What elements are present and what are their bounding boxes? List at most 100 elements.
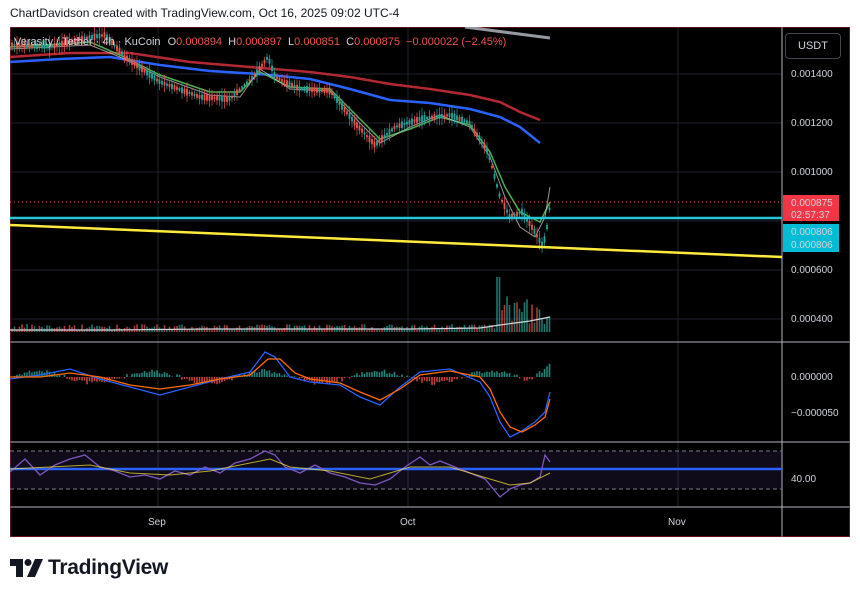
macd-histogram-bar	[508, 372, 511, 377]
candle-body	[288, 81, 291, 87]
candle-body	[148, 71, 151, 78]
macd-histogram-bar	[416, 377, 418, 382]
macd-histogram-bar	[86, 377, 88, 385]
candle-body	[273, 72, 276, 80]
macd-histogram-bar	[163, 372, 166, 377]
macd-histogram-bar	[166, 373, 168, 377]
volume-bar	[276, 328, 278, 332]
macd-histogram-bar	[256, 372, 258, 377]
candle-body	[493, 173, 496, 179]
candle-body	[336, 97, 338, 103]
candle-body	[226, 95, 228, 102]
macd-histogram-bar	[293, 376, 296, 377]
volume-bar	[526, 299, 528, 332]
macd-histogram-bar	[401, 374, 403, 377]
macd-histogram-bar	[531, 377, 533, 380]
candle-body	[28, 43, 31, 49]
candle-body	[543, 236, 546, 243]
macd-histogram-bar	[156, 370, 158, 377]
candle-body	[228, 97, 231, 101]
volume-bar	[228, 329, 231, 332]
candle-body	[283, 80, 286, 83]
countdown-value: 02:57:37	[791, 210, 830, 221]
tradingview-logo[interactable]: TradingView	[10, 556, 168, 580]
macd-histogram-bar	[253, 370, 256, 377]
candle-body	[13, 44, 16, 47]
candle-body	[138, 64, 141, 71]
volume-bar	[361, 324, 363, 332]
macd-histogram-bar	[153, 371, 156, 377]
macd-histogram-bar	[363, 373, 366, 377]
candle-body	[523, 213, 526, 219]
macd-histogram-bar	[386, 373, 388, 377]
candle-body	[366, 135, 368, 138]
candle-body	[358, 125, 361, 131]
candle-body	[466, 120, 468, 124]
candle-body	[183, 88, 186, 94]
candle-body	[383, 134, 386, 139]
candle-body	[501, 199, 503, 203]
volume-bar	[96, 325, 98, 332]
macd-histogram-bar	[56, 375, 58, 377]
macd-histogram-bar	[433, 377, 436, 385]
candle-body	[413, 119, 416, 123]
candle-body	[258, 66, 261, 72]
macd-histogram-bar	[118, 377, 121, 379]
macd-histogram-bar	[126, 374, 128, 377]
currency-button[interactable]: USDT	[785, 33, 841, 59]
macd-histogram-bar	[271, 373, 273, 377]
candlestick-series[interactable]	[11, 27, 551, 253]
candle-body	[418, 116, 421, 122]
macd-histogram-bar	[208, 377, 211, 383]
macd-histogram-bar	[441, 377, 443, 382]
macd-histogram-bar	[66, 377, 68, 379]
macd-histogram-bar	[488, 372, 491, 377]
volume-bar	[91, 324, 93, 332]
volume-bar	[356, 327, 358, 332]
volume-bar	[196, 328, 198, 332]
volume-bar	[223, 324, 226, 332]
macd-histogram-bar	[391, 373, 393, 377]
volume-bar	[171, 329, 173, 332]
candle-body	[266, 56, 268, 60]
macd-histogram-bar	[298, 377, 301, 379]
volume-bar	[358, 327, 361, 332]
level-value-1: 0.000806	[791, 227, 833, 238]
macd-histogram-bar	[471, 372, 473, 377]
time-label-sep: Sep	[148, 517, 166, 528]
candle-body	[61, 40, 63, 47]
chart-svg[interactable]: 0.001400 0.001200 0.001000 0.000600 0.00…	[10, 27, 850, 537]
candle-body	[541, 241, 543, 249]
legend-low: 0.000851	[294, 36, 340, 48]
volume-bar	[131, 329, 133, 332]
trendline[interactable]	[10, 223, 783, 259]
chart-canvas[interactable]: 0.001400 0.001200 0.001000 0.000600 0.00…	[10, 27, 850, 537]
volume-bar	[548, 316, 551, 332]
candle-body	[201, 94, 203, 100]
macd-histogram-bar	[78, 377, 81, 380]
candle-body	[503, 202, 506, 210]
macd-histogram-bar	[448, 377, 451, 382]
candle-body	[491, 165, 493, 169]
legend-close: 0.000875	[354, 36, 400, 48]
volume-bar	[286, 324, 288, 332]
volume-bar	[256, 324, 258, 332]
macd-histogram-bar	[486, 371, 488, 377]
ema-slow-line	[10, 51, 541, 122]
macd-histogram-bar	[161, 373, 163, 377]
candle-body	[426, 116, 428, 120]
macd-histogram-bar	[368, 372, 371, 377]
level-badge: 0.000806 0.000806	[783, 224, 839, 252]
candle-body	[196, 94, 198, 98]
macd-histogram-bar	[326, 377, 328, 384]
candle-body	[433, 114, 436, 120]
volume-bar	[283, 328, 286, 332]
chart-legend[interactable]: Verasity / Tether · 4h · KuCoin O0.00089…	[14, 36, 506, 48]
volume-bar	[81, 324, 83, 332]
candle-body	[343, 107, 346, 113]
volume-bar	[388, 324, 391, 332]
macd-histogram-bar	[426, 377, 428, 382]
candle-body	[158, 79, 161, 84]
macd-histogram-bar	[48, 371, 51, 377]
last-price-badge: 0.000875 02:57:37	[783, 195, 839, 221]
